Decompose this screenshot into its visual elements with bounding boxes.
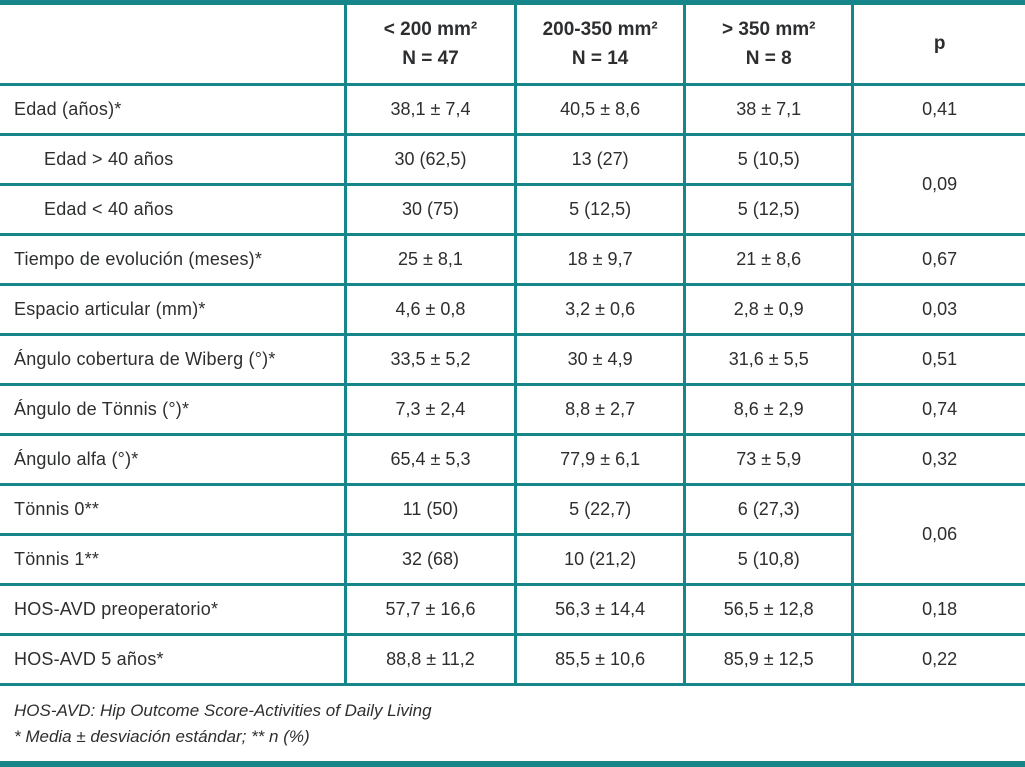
cell-value: 32 (68) (343, 534, 516, 586)
p-value: 0,18 (851, 584, 1025, 636)
cell-value: 73 ± 5,9 (683, 434, 853, 486)
table-row: HOS-AVD preoperatorio* 57,7 ± 16,6 56,3 … (0, 584, 1025, 636)
bottom-rule (0, 760, 1025, 767)
column-header-group2: 200-350 mm² N = 14 (514, 2, 685, 86)
cell-value: 85,5 ± 10,6 (514, 634, 685, 686)
cell-value: 3,2 ± 0,6 (514, 284, 685, 336)
row-label: Edad > 40 años (0, 134, 346, 186)
cell-value: 21 ± 8,6 (683, 234, 853, 286)
cell-value: 38,1 ± 7,4 (343, 84, 516, 136)
p-value: 0,74 (851, 384, 1025, 436)
table-row: Tiempo de evolución (meses)* 25 ± 8,1 18… (0, 234, 1025, 286)
cell-value: 5 (12,5) (514, 184, 685, 236)
cell-value: 85,9 ± 12,5 (683, 634, 853, 686)
cell-value: 18 ± 9,7 (514, 234, 685, 286)
cell-value: 10 (21,2) (514, 534, 685, 586)
cell-value: 30 ± 4,9 (514, 334, 685, 386)
table-row: Tönnis 1** 32 (68) 10 (21,2) 5 (10,8) (0, 534, 1025, 586)
table-row: Edad (años)* 38,1 ± 7,4 40,5 ± 8,6 38 ± … (0, 84, 1025, 136)
group3-n: N = 8 (745, 48, 792, 69)
row-label: HOS-AVD 5 años* (0, 634, 346, 686)
cell-value: 56,5 ± 12,8 (683, 584, 853, 636)
row-label: Tönnis 0** (0, 484, 346, 536)
cell-value: 30 (62,5) (343, 134, 516, 186)
cell-value: 5 (22,7) (514, 484, 685, 536)
p-value: 0,51 (851, 334, 1025, 386)
row-label: Ángulo cobertura de Wiberg (°)* (0, 334, 346, 386)
p-value: 0,32 (851, 434, 1025, 486)
table-row: Tönnis 0** 11 (50) 5 (22,7) 6 (27,3) 0,0… (0, 484, 1025, 586)
group2-range: 200-350 mm² (542, 18, 658, 40)
group1-n: N = 47 (402, 48, 459, 69)
cell-value: 88,8 ± 11,2 (343, 634, 516, 686)
footnote: * Media ± desviación estándar; ** n (%) (14, 727, 310, 747)
table-row: HOS-AVD 5 años* 88,8 ± 11,2 85,5 ± 10,6 … (0, 634, 1025, 686)
p-value-merged: 0,09 (851, 134, 1025, 236)
row-label: Ángulo alfa (°)* (0, 434, 346, 486)
group2-n: N = 14 (571, 48, 629, 69)
cell-value: 31,6 ± 5,5 (683, 334, 853, 386)
cell-value: 13 (27) (514, 134, 685, 186)
cell-value: 5 (10,5) (683, 134, 853, 186)
cell-value: 7,3 ± 2,4 (343, 384, 516, 436)
cell-value: 8,8 ± 2,7 (514, 384, 685, 436)
cell-value: 56,3 ± 14,4 (514, 584, 685, 636)
column-header-group1: < 200 mm² N = 47 (343, 2, 516, 86)
cell-value: 4,6 ± 0,8 (343, 284, 516, 336)
table-row: Edad > 40 años 30 (62,5) 13 (27) 5 (10,5… (0, 134, 1025, 236)
table-row: Ángulo alfa (°)* 65,4 ± 5,3 77,9 ± 6,1 7… (0, 434, 1025, 486)
row-label: HOS-AVD preoperatorio* (0, 584, 346, 636)
cell-value: 33,5 ± 5,2 (343, 334, 516, 386)
footnote: HOS-AVD: Hip Outcome Score-Activities of… (14, 701, 432, 720)
p-value: 0,03 (851, 284, 1025, 336)
cell-value: 40,5 ± 8,6 (514, 84, 685, 136)
column-header-p: p (851, 2, 1025, 86)
table-row: Espacio articular (mm)* 4,6 ± 0,8 3,2 ± … (0, 284, 1025, 336)
cell-value: 8,6 ± 2,9 (683, 384, 853, 436)
cell-value: 2,8 ± 0,9 (683, 284, 853, 336)
statistics-table: < 200 mm² N = 47 200-350 mm² N = 14 > 35… (0, 0, 1025, 686)
table-row: Ángulo cobertura de Wiberg (°)* 33,5 ± 5… (0, 334, 1025, 386)
p-value: 0,67 (851, 234, 1025, 286)
cell-value: 25 ± 8,1 (343, 234, 516, 286)
row-label: Tönnis 1** (0, 534, 346, 586)
column-header-group3: > 350 mm² N = 8 (683, 2, 853, 86)
cell-value: 6 (27,3) (683, 484, 853, 536)
table-row: Edad < 40 años 30 (75) 5 (12,5) 5 (12,5) (0, 184, 1025, 236)
row-label: Edad (años)* (0, 84, 346, 136)
group3-range: > 350 mm² (721, 18, 816, 40)
p-value: 0,22 (851, 634, 1025, 686)
group1-range: < 200 mm² (383, 18, 478, 40)
cell-value: 77,9 ± 6,1 (514, 434, 685, 486)
cell-value: 11 (50) (343, 484, 516, 536)
row-label: Espacio articular (mm)* (0, 284, 346, 336)
cell-value: 5 (12,5) (683, 184, 853, 236)
row-label: Ángulo de Tönnis (°)* (0, 384, 346, 436)
cell-value: 57,7 ± 16,6 (343, 584, 516, 636)
header-empty-cell (0, 2, 346, 86)
row-label: Tiempo de evolución (meses)* (0, 234, 346, 286)
header-row: < 200 mm² N = 47 200-350 mm² N = 14 > 35… (0, 2, 1025, 86)
p-value: 0,41 (851, 84, 1025, 136)
table-footnotes: HOS-AVD: Hip Outcome Score-Activities of… (0, 686, 1025, 761)
row-label: Edad < 40 años (0, 184, 346, 236)
cell-value: 38 ± 7,1 (683, 84, 853, 136)
cell-value: 65,4 ± 5,3 (343, 434, 516, 486)
cell-value: 5 (10,8) (683, 534, 853, 586)
p-value-merged: 0,06 (851, 484, 1025, 586)
table-row: Ángulo de Tönnis (°)* 7,3 ± 2,4 8,8 ± 2,… (0, 384, 1025, 436)
cell-value: 30 (75) (343, 184, 516, 236)
